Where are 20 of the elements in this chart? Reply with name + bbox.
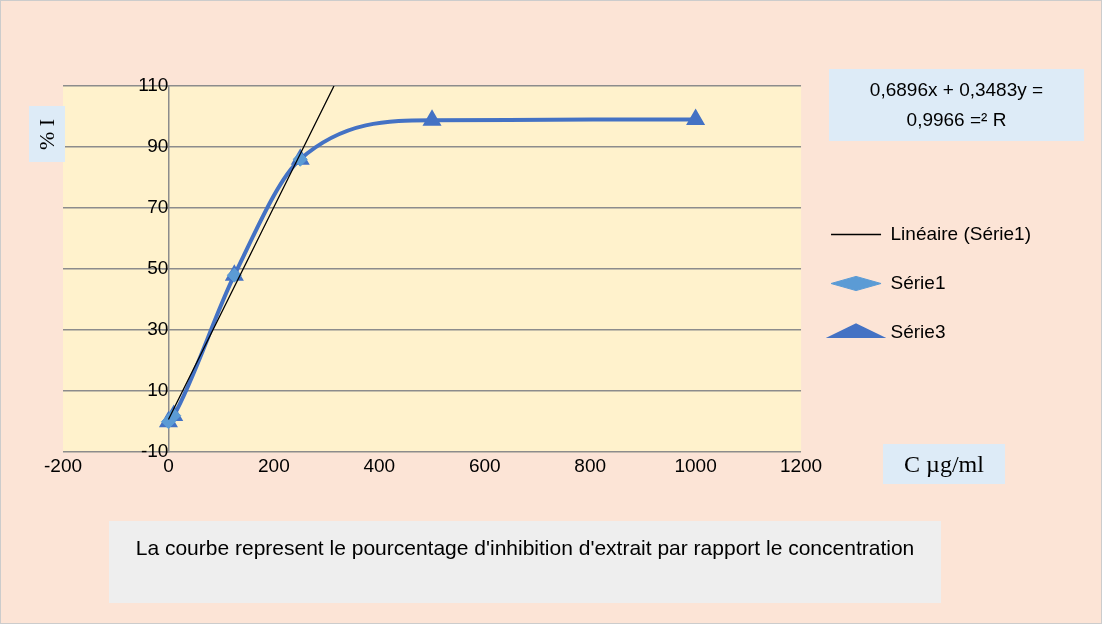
y-axis-title: % I: [29, 106, 65, 162]
x-axis-title: C µg/ml: [883, 444, 1005, 484]
legend-label: Série3: [890, 320, 946, 342]
y-tick-label: 90: [147, 135, 169, 157]
legend-label: Linéaire (Série1): [890, 222, 1032, 244]
y-tick-label: 30: [147, 318, 169, 340]
y-tick-label: 70: [147, 196, 169, 218]
y-tick-label: 110: [138, 74, 169, 96]
y-tick-label: 50: [147, 257, 169, 279]
text: 0,6896x + 0,3483y = 0,9966 =² R: [829, 69, 1084, 141]
x-tick-label: 200: [258, 454, 290, 476]
x-tick-label: 800: [574, 454, 607, 476]
x-tick-label: 600: [468, 454, 501, 476]
y-tick-label: 10: [147, 379, 169, 401]
text: La courbe represent le pourcentage d'inhibition d'extrait par rapport le concentration: [109, 521, 941, 603]
x-tick-label: -200: [44, 454, 83, 476]
x-tick-label: 400: [363, 454, 396, 476]
x-tick-label: 1200: [779, 454, 823, 476]
x-tick-label: 1000: [674, 454, 717, 476]
legend-label: Série1: [890, 271, 946, 293]
